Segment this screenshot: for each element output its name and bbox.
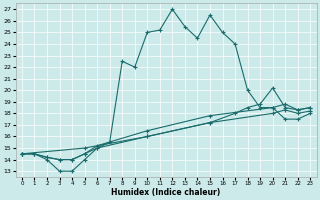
X-axis label: Humidex (Indice chaleur): Humidex (Indice chaleur) — [111, 188, 221, 197]
